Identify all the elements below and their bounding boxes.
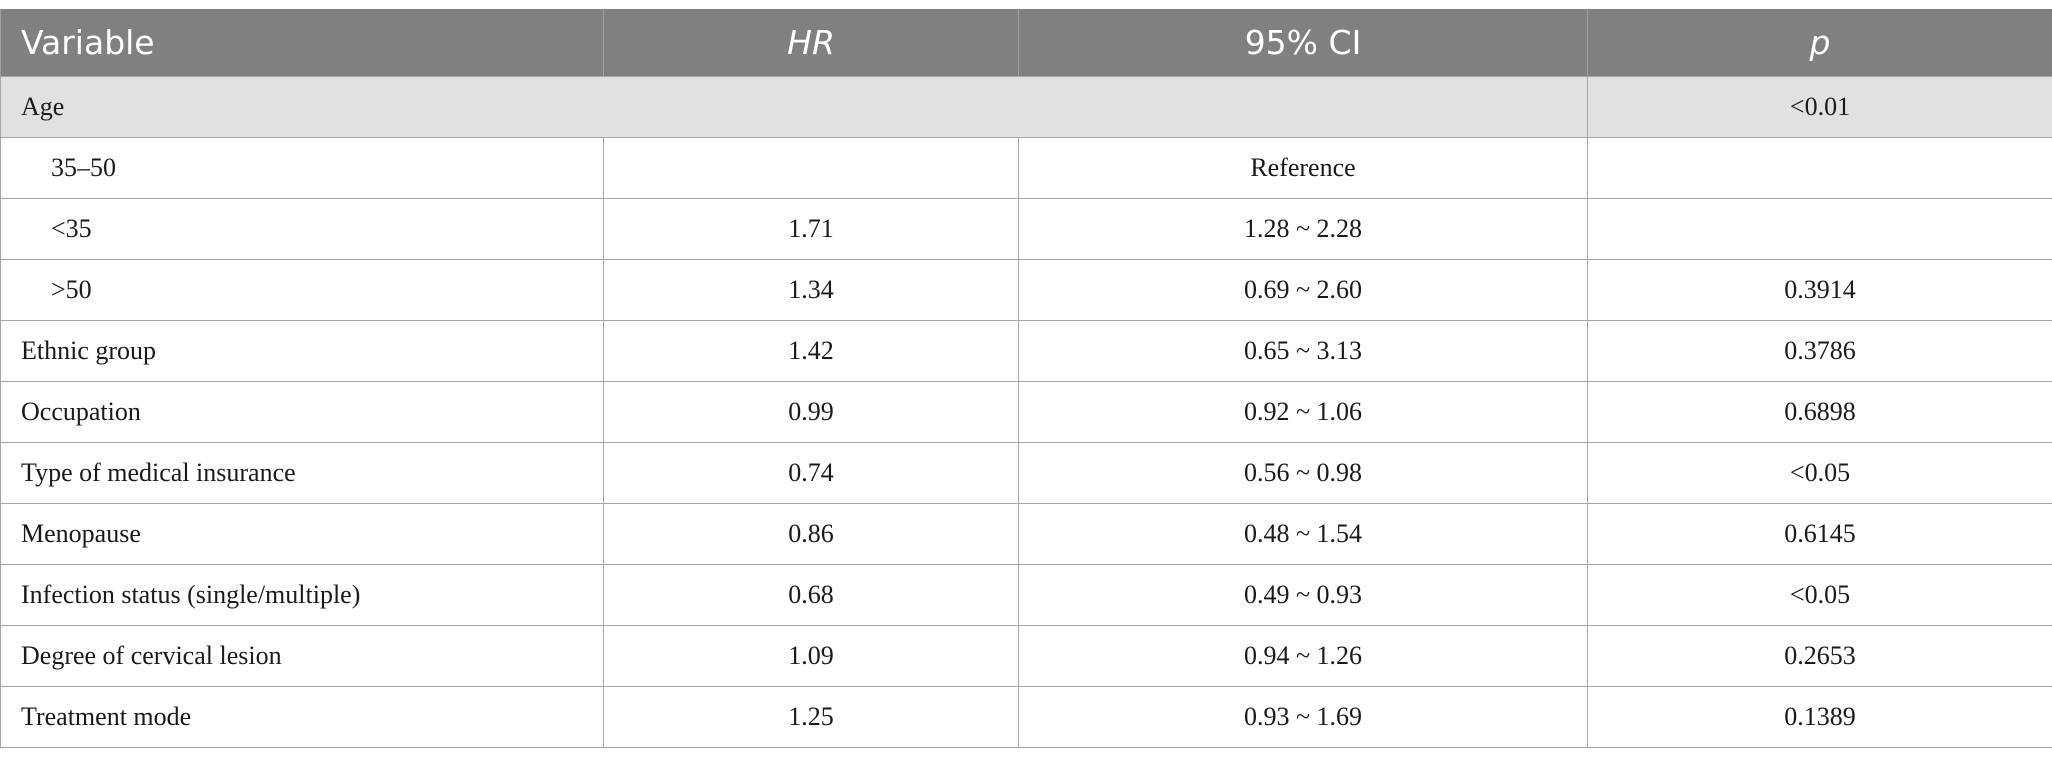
table-row: <35 1.71 1.28 ~ 2.28 (0, 198, 2052, 260)
table-row: Infection status (single/multiple) 0.68 … (0, 564, 2052, 626)
row-p: <0.05 (1587, 442, 2052, 504)
table-row: Treatment mode 1.25 0.93 ~ 1.69 0.1389 (0, 686, 2052, 748)
row-hr: 0.99 (603, 381, 1019, 443)
row-p: 0.1389 (1587, 686, 2052, 748)
row-label: Treatment mode (0, 686, 604, 748)
table-row: Menopause 0.86 0.48 ~ 1.54 0.6145 (0, 503, 2052, 565)
table-row: Occupation 0.99 0.92 ~ 1.06 0.6898 (0, 381, 2052, 443)
row-hr: 1.71 (603, 198, 1019, 260)
row-ci: 0.65 ~ 3.13 (1018, 320, 1588, 382)
row-label: Ethnic group (0, 320, 604, 382)
row-label: Infection status (single/multiple) (0, 564, 604, 626)
row-hr: 0.86 (603, 503, 1019, 565)
row-p: 0.3786 (1587, 320, 2052, 382)
row-p: 0.3914 (1587, 259, 2052, 321)
row-label: Type of medical insurance (0, 442, 604, 504)
header-p: p (1587, 9, 2052, 77)
row-ci: 0.48 ~ 1.54 (1018, 503, 1588, 565)
row-ci: 0.92 ~ 1.06 (1018, 381, 1588, 443)
row-ci: 0.56 ~ 0.98 (1018, 442, 1588, 504)
age-p-value: <0.01 (1587, 76, 2052, 138)
hazard-ratio-table: Variable HR 95% CI p Age <0.01 35–50 Ref… (0, 9, 2052, 748)
row-ci: 0.94 ~ 1.26 (1018, 625, 1588, 687)
table-row: >50 1.34 0.69 ~ 2.60 0.3914 (0, 259, 2052, 321)
row-label: Occupation (0, 381, 604, 443)
row-p: 0.6145 (1587, 503, 2052, 565)
row-label: Menopause (0, 503, 604, 565)
row-hr: 1.09 (603, 625, 1019, 687)
row-label: >50 (0, 259, 604, 321)
row-label: 35–50 (0, 137, 604, 199)
row-label: <35 (0, 198, 604, 260)
row-ci: 0.69 ~ 2.60 (1018, 259, 1588, 321)
row-hr: 1.25 (603, 686, 1019, 748)
row-ci: Reference (1018, 137, 1588, 199)
row-p: 0.2653 (1587, 625, 2052, 687)
table-row: Type of medical insurance 0.74 0.56 ~ 0.… (0, 442, 2052, 504)
header-variable: Variable (0, 9, 604, 77)
header-row: Variable HR 95% CI p (0, 9, 2052, 77)
row-hr (603, 137, 1019, 199)
table-row: 35–50 Reference (0, 137, 2052, 199)
row-hr: 1.34 (603, 259, 1019, 321)
row-ci: 1.28 ~ 2.28 (1018, 198, 1588, 260)
row-hr: 1.42 (603, 320, 1019, 382)
table-row: Degree of cervical lesion 1.09 0.94 ~ 1.… (0, 625, 2052, 687)
row-ci: 0.93 ~ 1.69 (1018, 686, 1588, 748)
table-row-age: Age <0.01 (0, 76, 2052, 138)
row-ci: 0.49 ~ 0.93 (1018, 564, 1588, 626)
row-hr: 0.68 (603, 564, 1019, 626)
age-label: Age (0, 76, 1588, 138)
row-p: 0.6898 (1587, 381, 2052, 443)
table-row: Ethnic group 1.42 0.65 ~ 3.13 0.3786 (0, 320, 2052, 382)
header-hr: HR (603, 9, 1019, 77)
row-p (1587, 137, 2052, 199)
row-hr: 0.74 (603, 442, 1019, 504)
results-table-container: Variable HR 95% CI p Age <0.01 35–50 Ref… (0, 9, 2052, 748)
row-label: Degree of cervical lesion (0, 625, 604, 687)
row-p (1587, 198, 2052, 260)
row-p: <0.05 (1587, 564, 2052, 626)
header-ci: 95% CI (1018, 9, 1588, 77)
